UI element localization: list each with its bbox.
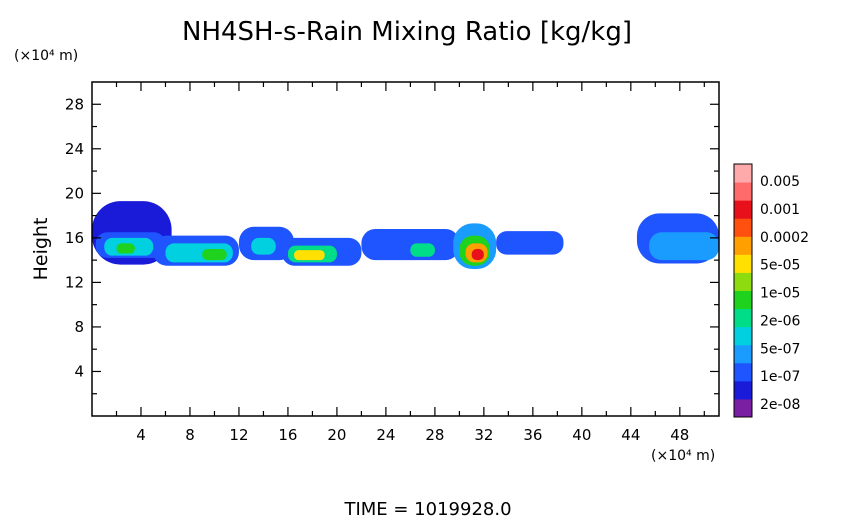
y-tick-label: 16: [65, 229, 84, 247]
y-tick-label: 12: [65, 273, 84, 291]
colorbar-label: 1e-07: [760, 369, 800, 385]
colorbar-swatch: [734, 308, 752, 328]
colorbar-label: 5e-07: [760, 341, 800, 357]
time-label: TIME = 1019928.0: [343, 499, 511, 519]
colorbar-swatch: [734, 164, 752, 183]
x-tick-label: 16: [278, 426, 297, 444]
y-axis-label: Height: [30, 218, 52, 281]
x-tick-label: 24: [376, 426, 395, 444]
x-tick-label: 8: [185, 426, 195, 444]
colorbar-swatch: [734, 272, 752, 291]
y-tick-label: 4: [74, 362, 84, 380]
colorbar-swatch: [734, 344, 752, 364]
data-region-20: [649, 232, 719, 261]
colorbar-swatch: [734, 290, 752, 310]
x-tick-label: 32: [474, 426, 493, 444]
colorbar-swatch: [734, 380, 752, 400]
data-region-8: [251, 237, 276, 255]
colorbar-swatch: [734, 218, 752, 237]
colorbar-label: 0.005: [760, 174, 800, 190]
colorbar-swatch: [734, 254, 752, 273]
y-tick-label: 8: [74, 318, 84, 336]
data-region-13: [410, 243, 435, 257]
x-tick-label: 36: [523, 426, 542, 444]
colorbar-swatch: [734, 326, 752, 346]
x-tick-label: 48: [670, 426, 689, 444]
data-region-17: [471, 249, 484, 261]
data-region-3: [116, 243, 135, 254]
y-tick-label: 20: [65, 184, 84, 202]
colorbar-frame: [733, 163, 753, 418]
data-region-12: [361, 228, 460, 261]
colorbar: 0.005 0.001 0.0002 5e-05 1e-05 2e-06 5e-07 1e-0…: [733, 163, 809, 418]
colorbar-swatch: [734, 200, 752, 219]
x-tick-label: 4: [136, 426, 146, 444]
x-tick-label: 12: [229, 426, 248, 444]
x-tick-label: 40: [572, 426, 591, 444]
x-tick-label: 44: [621, 426, 640, 444]
colorbar-label: 2e-08: [760, 397, 800, 413]
plot-area: [92, 201, 719, 270]
chart-title: NH4SH-s-Rain Mixing Ratio [kg/kg]: [182, 17, 632, 47]
colorbar-swatch: [734, 362, 752, 382]
colorbar-swatch: [734, 398, 752, 418]
y-tick-label: 24: [65, 140, 84, 158]
colorbar-label: 2e-06: [760, 313, 800, 329]
y-tick-label: 28: [65, 95, 84, 113]
x-unit-label: (×10⁴ m): [651, 448, 715, 464]
data-region-11: [294, 250, 325, 261]
data-region-6: [202, 249, 227, 261]
colorbar-swatch: [734, 236, 752, 255]
y-unit-label: (×10⁴ m): [14, 48, 78, 64]
colorbar-label: 5e-05: [760, 258, 800, 274]
x-tick-label: 28: [425, 426, 444, 444]
colorbar-label: 0.001: [760, 202, 800, 218]
x-tick-label: 20: [327, 426, 346, 444]
colorbar-label: 1e-05: [760, 286, 800, 302]
colorbar-swatch: [734, 182, 752, 201]
plot-frame: [91, 81, 720, 417]
data-region-18: [496, 231, 564, 255]
colorbar-label: 0.0002: [760, 230, 809, 246]
